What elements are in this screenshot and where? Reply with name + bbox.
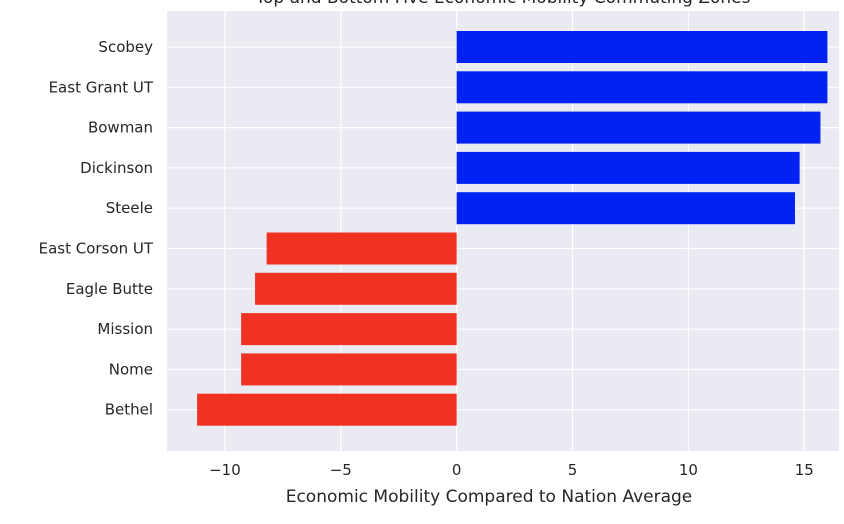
category-label: East Corson UT: [39, 240, 154, 258]
bar: [241, 353, 457, 386]
category-label: Dickinson: [80, 159, 153, 177]
bar: [241, 313, 457, 346]
x-tick-label: 15: [795, 461, 814, 479]
bar: [197, 393, 457, 426]
x-tick-label: −10: [209, 461, 241, 479]
category-label: Steele: [106, 199, 153, 217]
bar: [255, 272, 457, 305]
bar: [456, 151, 800, 184]
category-label: Eagle Butte: [66, 280, 153, 298]
x-tick-label: 10: [679, 461, 698, 479]
bars: [197, 31, 828, 426]
category-labels: Scobey East Grant UT Bowman Dickinson Steele…: [39, 38, 154, 419]
category-label: Bethel: [105, 401, 153, 419]
bar: [456, 71, 828, 104]
x-tick-label: 5: [568, 461, 578, 479]
category-label: Mission: [97, 320, 153, 338]
chart-title: Top and Bottom Five Economic Mobility Co…: [255, 0, 751, 8]
x-tick-label: −5: [330, 461, 352, 479]
bar: [456, 31, 828, 63]
x-tick-label: 0: [452, 461, 462, 479]
bar: [456, 111, 821, 144]
category-label: East Grant UT: [49, 78, 154, 96]
x-axis-label: Economic Mobility Compared to Nation Ave…: [286, 487, 693, 507]
category-label: Nome: [109, 360, 153, 378]
category-label: Scobey: [98, 38, 153, 56]
bar: [456, 192, 795, 225]
category-label: Bowman: [88, 119, 153, 137]
x-tick-labels: −10 −5 0 5 10 15: [209, 461, 814, 479]
bar: [266, 232, 457, 265]
